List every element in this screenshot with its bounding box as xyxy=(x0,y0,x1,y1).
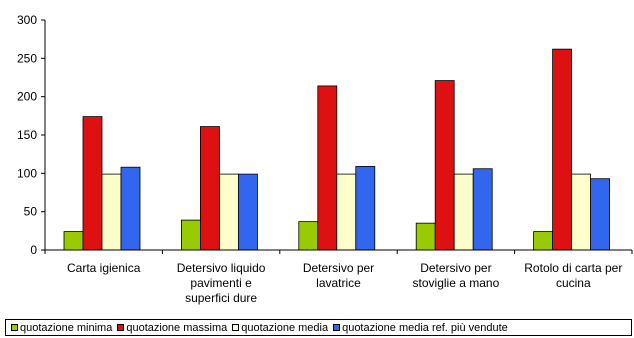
bar-series-1-cat-0 xyxy=(82,116,103,251)
bar-series-3-cat-0 xyxy=(120,166,141,251)
y-tick-label: 50 xyxy=(24,205,38,219)
category-labels: Carta igienica Detersivo liquidopavimenti… xyxy=(67,261,622,305)
y-tick-label: 200 xyxy=(17,90,37,104)
legend-label: quotazione media ref. più vendute xyxy=(342,321,508,334)
legend-swatch xyxy=(333,324,341,331)
category-label: stoviglie a mano xyxy=(413,276,500,290)
bar-series-0-cat-3 xyxy=(415,222,436,251)
bar-series-0-cat-1 xyxy=(180,219,201,251)
bar-series-3-cat-2 xyxy=(355,166,376,251)
bar-series-3-cat-3 xyxy=(472,168,493,251)
legend-swatch xyxy=(232,324,240,331)
bar-series-3-cat-1 xyxy=(237,173,258,251)
legend-item: quotazione media xyxy=(232,322,328,334)
category-label: Detersivo liquido xyxy=(177,261,266,275)
legend-item: quotazione massima xyxy=(117,322,227,334)
legend-label: quotazione minima xyxy=(20,321,113,334)
y-tick-label: 100 xyxy=(17,166,37,180)
category-label: superfici dure xyxy=(185,291,257,305)
category-label: Carta igienica xyxy=(67,261,141,275)
bars-group xyxy=(63,48,610,251)
y-tick-label: 150 xyxy=(17,128,37,142)
legend-swatch xyxy=(11,324,18,331)
y-tick-labels: 0 50 100 150 200 250 300 xyxy=(17,13,37,257)
bar-series-2-cat-3 xyxy=(453,173,474,251)
bar-series-1-cat-4 xyxy=(552,48,572,251)
category-label: Rotolo di carta per xyxy=(524,261,622,275)
y-tick-label: 0 xyxy=(30,243,37,257)
bar-series-0-cat-2 xyxy=(298,221,319,251)
category-label: lavatrice xyxy=(316,276,361,290)
legend-item: quotazione minima xyxy=(11,322,112,334)
bar-series-1-cat-1 xyxy=(199,126,220,251)
bar-series-2-cat-4 xyxy=(571,173,591,251)
bar-series-1-cat-2 xyxy=(317,85,338,251)
category-label: cucina xyxy=(556,276,591,290)
axes-group xyxy=(41,19,633,254)
legend: quotazione minima quotazione massima quota… xyxy=(5,319,632,336)
bar-series-2-cat-1 xyxy=(218,173,239,251)
bar-series-0-cat-4 xyxy=(533,231,553,251)
y-tick-label: 300 xyxy=(17,13,37,27)
legend-label: quotazione media xyxy=(241,321,329,334)
category-label: Detersivo per xyxy=(420,261,491,275)
bar-series-0-cat-0 xyxy=(63,231,84,251)
y-tick-label: 250 xyxy=(17,51,37,65)
bar-chart: 0 50 100 150 200 250 300 Carta igienica Detersi… xyxy=(17,13,633,305)
bar-series-2-cat-2 xyxy=(336,173,357,251)
category-label: Detersivo per xyxy=(303,261,374,275)
bar-series-2-cat-0 xyxy=(101,173,122,251)
bar-series-1-cat-3 xyxy=(434,80,455,251)
legend-item: quotazione media ref. più vendute xyxy=(333,322,508,334)
bar-series-3-cat-4 xyxy=(590,178,610,251)
category-label: pavimenti e xyxy=(190,276,252,290)
legend-swatch xyxy=(117,324,125,331)
legend-label: quotazione massima xyxy=(126,321,228,334)
